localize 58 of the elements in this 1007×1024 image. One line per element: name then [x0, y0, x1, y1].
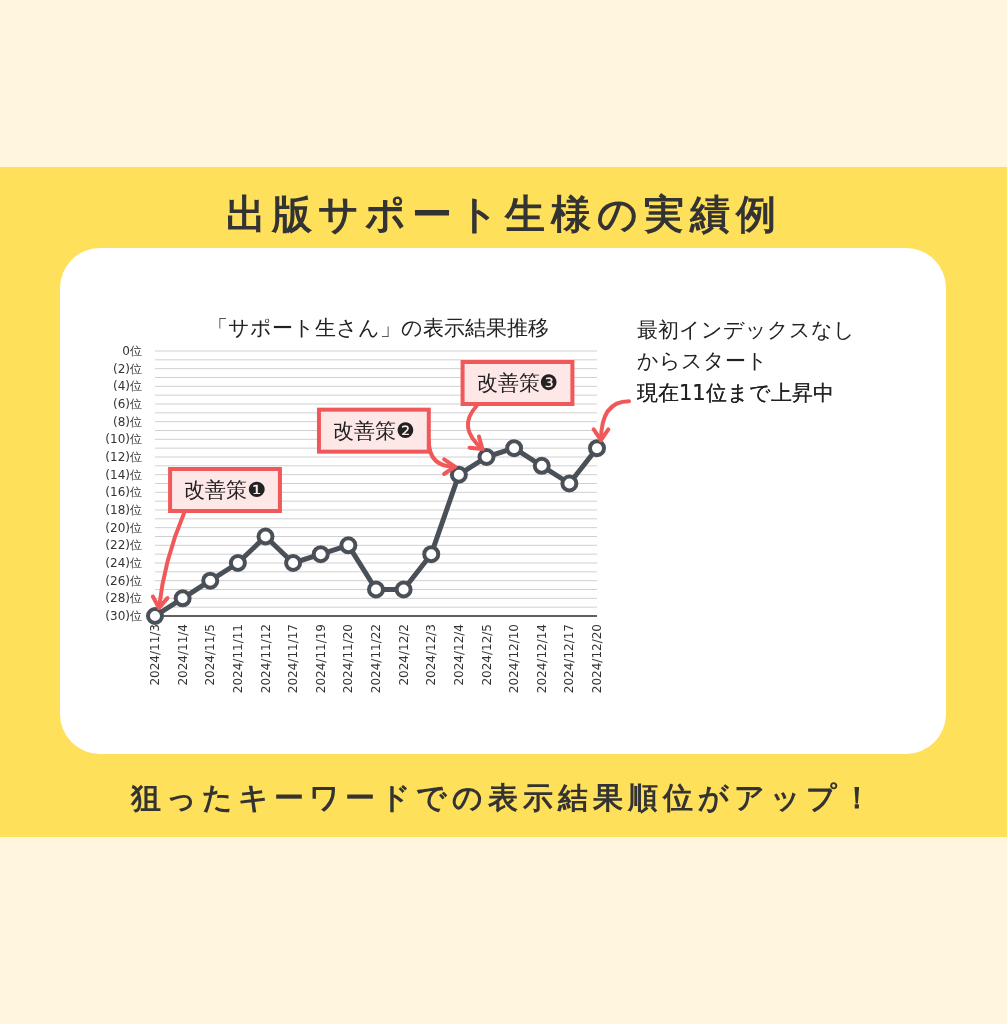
- point: [284, 554, 303, 572]
- y-tick-label: (6)位: [113, 397, 142, 411]
- y-tick-label: (18)位: [105, 503, 142, 517]
- annotation: 現在11位まで上昇中: [637, 381, 834, 406]
- x-tick-label: 2024/12/14: [534, 624, 549, 694]
- annotation: 改善策❷: [332, 418, 415, 443]
- point: [532, 456, 551, 475]
- x-tick-label: 2024/12/20: [590, 624, 604, 694]
- x-tick-label: 2024/12/5: [479, 624, 494, 686]
- y-tick-label: (10)位: [105, 432, 142, 447]
- y-tick-label: (2)位: [113, 361, 142, 376]
- y-tick-label: (24)位: [105, 556, 142, 570]
- x-tick-label: 2024/11/19: [313, 624, 328, 694]
- y-tick-label: (14)位: [105, 467, 142, 482]
- y-tick-label: (26)位: [105, 573, 142, 588]
- x-tick-label: 2024/11/20: [341, 624, 356, 694]
- point: [422, 545, 441, 564]
- x-tick-label: 2024/11/4: [175, 624, 190, 686]
- chart-title: 出版サポート生様の実績例: [225, 191, 782, 237]
- y-tick-label: (16)位: [105, 485, 142, 500]
- x-tick-label: 2024/12/3: [424, 624, 439, 686]
- chart-subtitle: 「サポート生さん」の表示結果推移: [207, 316, 549, 340]
- point: [560, 474, 579, 493]
- x-tick-label: 2024/12/17: [562, 624, 577, 694]
- point: [256, 527, 275, 546]
- point: [339, 536, 358, 555]
- annotation: 改善策❸: [476, 371, 559, 395]
- y-tick-label: (4)位: [113, 379, 142, 394]
- x-tick-label: 2024/12/4: [451, 624, 466, 686]
- y-tick-label: (30)位: [105, 609, 142, 623]
- x-tick-label: 2024/11/11: [230, 624, 245, 694]
- x-tick-label: 2024/12/2: [396, 624, 411, 686]
- y-tick-label: 0位: [122, 344, 142, 358]
- text: 狙ったキーワードでの表示結果順位がアップ！: [129, 780, 877, 815]
- x-tick-label: 2024/11/3: [148, 624, 162, 686]
- point: [394, 580, 413, 599]
- y-tick-label: (8)位: [113, 414, 142, 429]
- point: [146, 607, 164, 625]
- y-tick-label: (22)位: [105, 538, 142, 553]
- point: [477, 448, 496, 466]
- point: [367, 580, 385, 599]
- point: [173, 589, 192, 608]
- point: [588, 439, 606, 458]
- point: [505, 439, 524, 458]
- x-tick-label: 2024/12/10: [507, 624, 522, 694]
- y-tick-label: (20)位: [105, 520, 142, 535]
- point: [449, 465, 468, 484]
- point: [201, 571, 220, 590]
- x-tick-label: 2024/11/12: [258, 624, 273, 694]
- point: [311, 545, 330, 564]
- text: 最初インデックスなしからスタート: [637, 318, 855, 373]
- x-tick-label: 2024/11/17: [286, 624, 301, 694]
- y-tick-label: (12)位: [105, 450, 142, 464]
- y-tick-label: (28)位: [105, 591, 142, 606]
- point: [228, 554, 247, 572]
- x-tick-label: 2024/11/5: [203, 624, 218, 686]
- annotation: 改善策❶: [184, 478, 266, 502]
- x-tick-label: 2024/11/22: [369, 624, 383, 694]
